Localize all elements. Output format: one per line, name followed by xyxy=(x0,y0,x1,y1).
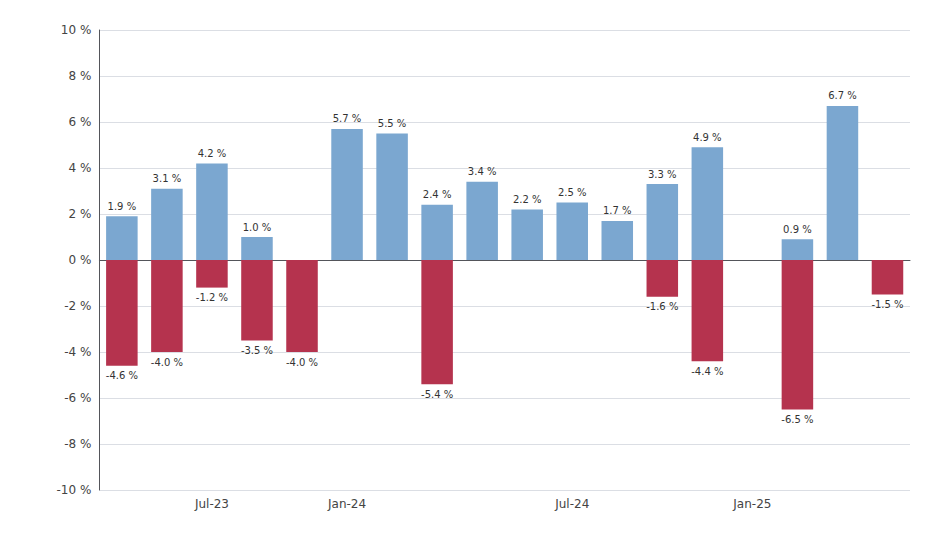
svg-text:-3.5 %: -3.5 % xyxy=(241,345,273,356)
svg-text:-4 %: -4 % xyxy=(64,345,91,359)
svg-text:1.9 %: 1.9 % xyxy=(108,201,137,212)
svg-text:6.7 %: 6.7 % xyxy=(828,90,857,101)
svg-text:0 %: 0 % xyxy=(68,253,91,267)
svg-text:3.4 %: 3.4 % xyxy=(468,166,497,177)
svg-text:Jul-24: Jul-24 xyxy=(554,497,589,511)
svg-text:Jul-23: Jul-23 xyxy=(194,497,229,511)
svg-text:4.2 %: 4.2 % xyxy=(198,148,227,159)
svg-text:0.9 %: 0.9 % xyxy=(783,224,812,235)
svg-text:-8 %: -8 % xyxy=(64,437,91,451)
svg-text:Jan-25: Jan-25 xyxy=(732,497,771,511)
svg-text:-4.0 %: -4.0 % xyxy=(286,357,318,368)
svg-text:Jan-24: Jan-24 xyxy=(327,497,366,511)
svg-text:6 %: 6 % xyxy=(68,115,91,129)
svg-text:1.7 %: 1.7 % xyxy=(603,205,632,216)
svg-text:2.5 %: 2.5 % xyxy=(558,187,587,198)
svg-text:3.1 %: 3.1 % xyxy=(153,173,182,184)
svg-text:2.2 %: 2.2 % xyxy=(513,194,542,205)
svg-text:-6 %: -6 % xyxy=(64,391,91,405)
svg-text:-5.4 %: -5.4 % xyxy=(421,389,453,400)
svg-text:1.0 %: 1.0 % xyxy=(243,222,272,233)
svg-text:3.3 %: 3.3 % xyxy=(648,169,677,180)
svg-text:-1.6 %: -1.6 % xyxy=(646,301,678,312)
svg-text:-1.5 %: -1.5 % xyxy=(871,299,903,310)
svg-text:5.7 %: 5.7 % xyxy=(333,113,362,124)
svg-text:-4.4 %: -4.4 % xyxy=(691,366,723,377)
svg-text:-4.0 %: -4.0 % xyxy=(151,357,183,368)
svg-text:4.9 %: 4.9 % xyxy=(693,132,722,143)
svg-text:5.5 %: 5.5 % xyxy=(378,118,407,129)
svg-text:-6.5 %: -6.5 % xyxy=(781,414,813,425)
svg-text:2.4 %: 2.4 % xyxy=(423,189,452,200)
svg-text:-4.6 %: -4.6 % xyxy=(106,370,138,381)
svg-text:-2 %: -2 % xyxy=(64,299,91,313)
svg-text:-10 %: -10 % xyxy=(57,483,92,497)
svg-text:4 %: 4 % xyxy=(68,161,91,175)
svg-text:10 %: 10 % xyxy=(61,23,92,37)
svg-text:2 %: 2 % xyxy=(68,207,91,221)
svg-text:-1.2 %: -1.2 % xyxy=(196,292,228,303)
svg-text:8 %: 8 % xyxy=(68,69,91,83)
